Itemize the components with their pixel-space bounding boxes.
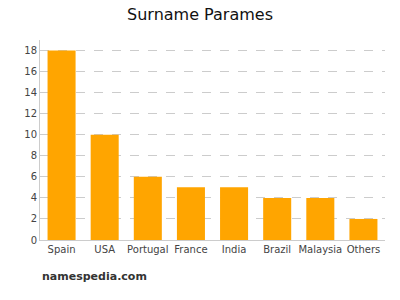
svg-text:Malaysia: Malaysia — [298, 244, 342, 255]
svg-text:Surname Parames: Surname Parames — [127, 5, 273, 24]
svg-text:Portugal: Portugal — [127, 244, 168, 255]
svg-text:India: India — [222, 244, 247, 255]
svg-text:14: 14 — [24, 87, 37, 98]
svg-text:Brazil: Brazil — [263, 244, 291, 255]
svg-text:Spain: Spain — [48, 244, 76, 255]
svg-text:6: 6 — [31, 171, 37, 182]
svg-text:namespedia.com: namespedia.com — [42, 270, 147, 283]
svg-text:USA: USA — [94, 244, 115, 255]
svg-text:16: 16 — [24, 66, 37, 77]
svg-text:0: 0 — [31, 235, 37, 246]
svg-text:18: 18 — [24, 45, 37, 56]
svg-text:12: 12 — [24, 108, 37, 119]
svg-text:4: 4 — [31, 192, 37, 203]
svg-text:10: 10 — [24, 129, 37, 140]
svg-text:France: France — [174, 244, 207, 255]
svg-text:8: 8 — [31, 150, 37, 161]
svg-text:Others: Others — [347, 244, 381, 255]
svg-text:2: 2 — [31, 213, 37, 224]
